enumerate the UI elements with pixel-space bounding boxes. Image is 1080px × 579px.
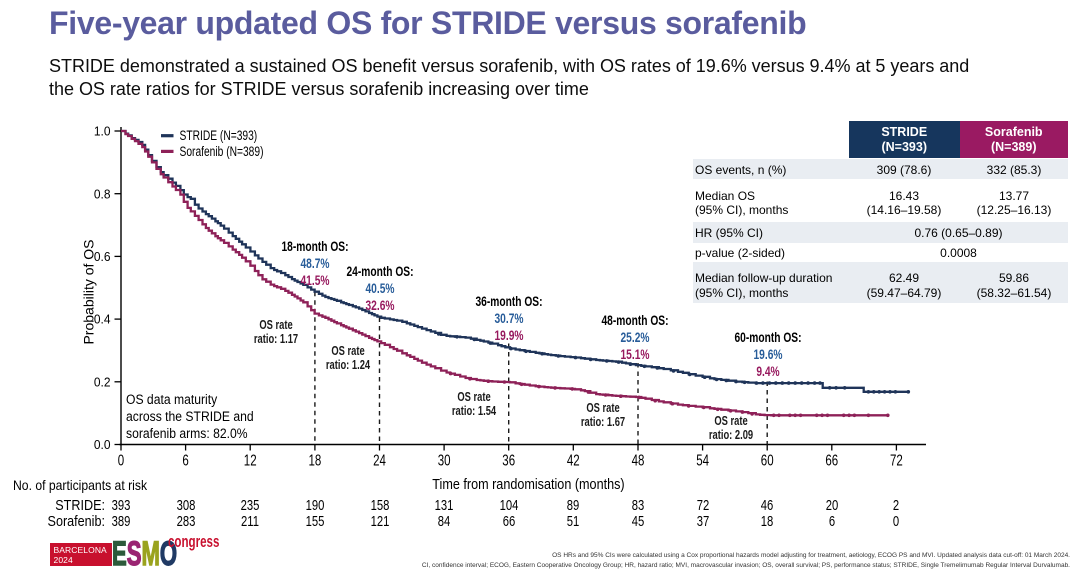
svg-text:18: 18 <box>308 451 321 469</box>
svg-text:48: 48 <box>632 451 645 469</box>
svg-text:36: 36 <box>502 451 515 469</box>
svg-text:60: 60 <box>761 451 774 469</box>
svg-text:Sorafenib (N=389): Sorafenib (N=389) <box>180 144 264 160</box>
svg-text:54: 54 <box>696 451 709 469</box>
svg-text:6: 6 <box>182 451 189 469</box>
svg-text:24: 24 <box>373 451 386 469</box>
svg-text:66: 66 <box>825 451 838 469</box>
svg-text:STRIDE (N=393): STRIDE (N=393) <box>180 128 258 144</box>
svg-text:0.8: 0.8 <box>94 187 111 202</box>
svg-text:42: 42 <box>567 451 580 469</box>
svg-text:0.4: 0.4 <box>94 312 111 327</box>
svg-text:72: 72 <box>890 451 903 469</box>
svg-text:0.0: 0.0 <box>94 438 111 453</box>
svg-text:Probability of OS: Probability of OS <box>81 239 97 344</box>
svg-text:0.2: 0.2 <box>94 375 111 390</box>
svg-text:12: 12 <box>244 451 257 469</box>
svg-text:1.0: 1.0 <box>94 124 111 139</box>
svg-text:0: 0 <box>118 451 125 469</box>
svg-text:0.6: 0.6 <box>94 250 111 265</box>
svg-text:30: 30 <box>438 451 451 469</box>
